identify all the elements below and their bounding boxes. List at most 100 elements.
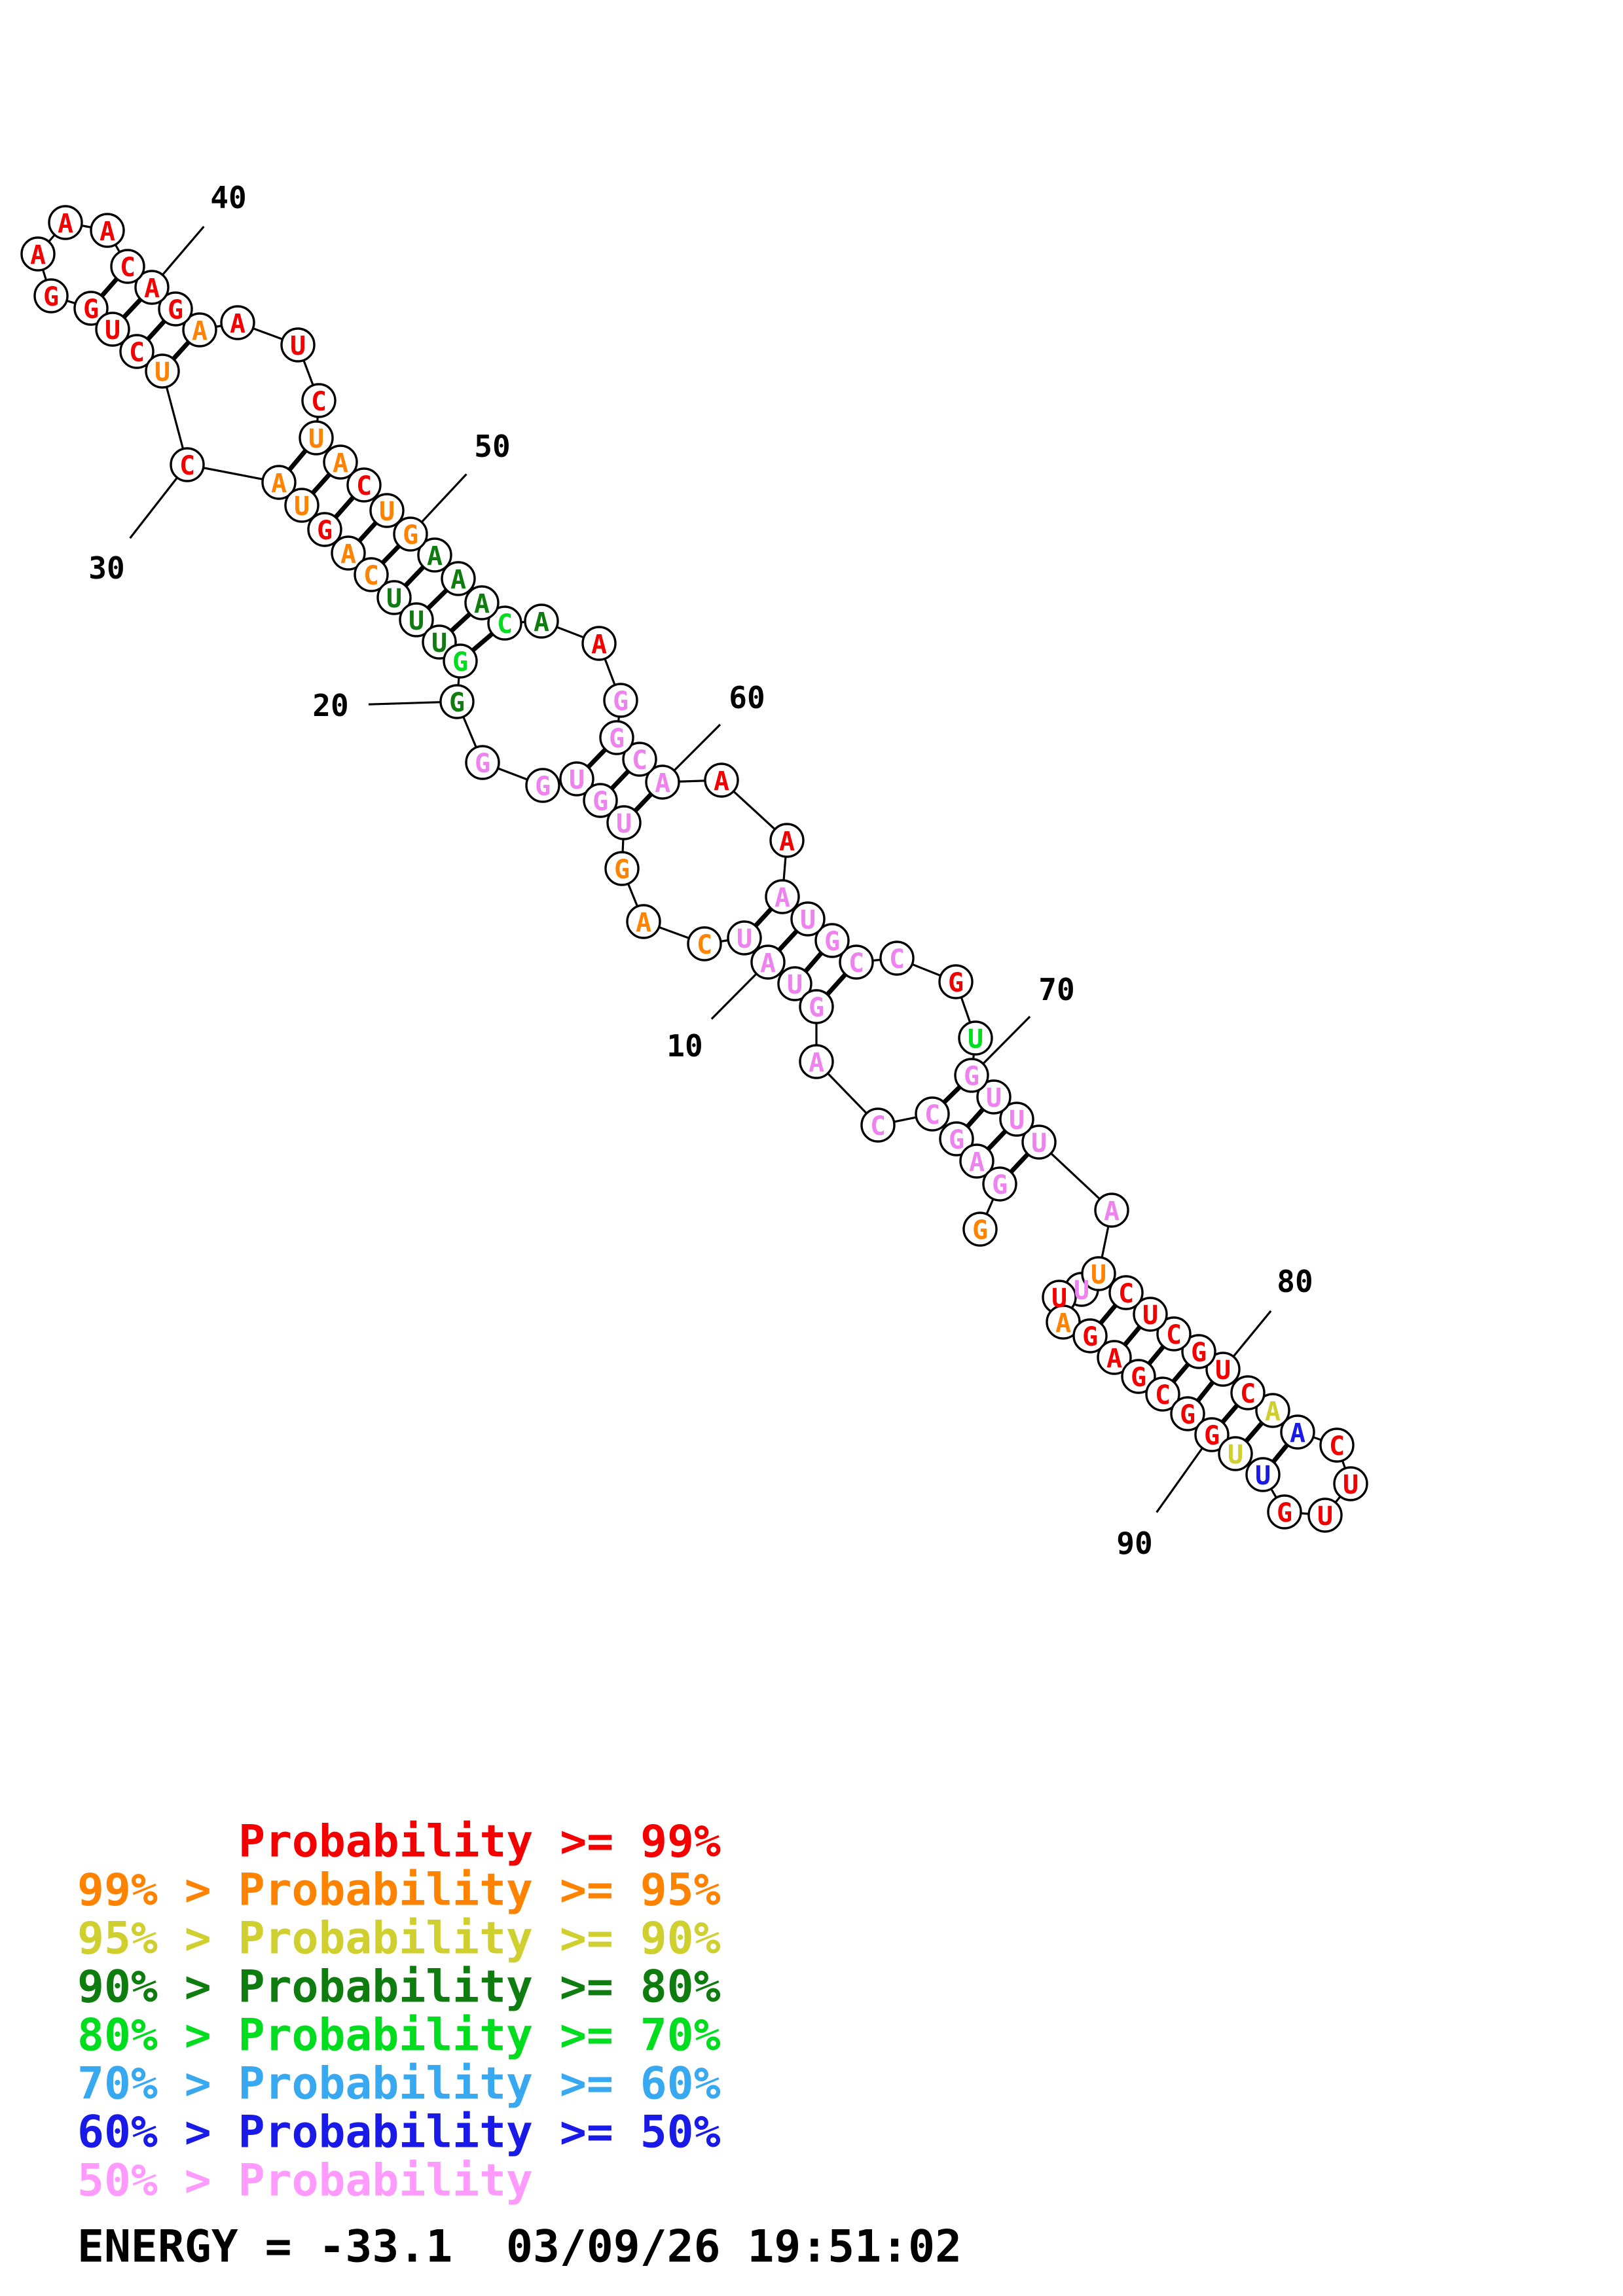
nucleotide-letter: U — [290, 331, 306, 361]
nucleotide-circle — [280, 327, 316, 363]
nucleotide-letter: A — [340, 539, 356, 569]
nucleotide-circle — [976, 1079, 1012, 1115]
nucleotide-letter: U — [1051, 1283, 1067, 1314]
legend-line: 60% > Probability >= 50% — [77, 2107, 721, 2159]
nucleotide-letter: A — [534, 607, 549, 637]
nucleotide-letter: G — [1191, 1338, 1207, 1368]
energy-status-line: ENERGY = -33.1 03/09/26 19:51:02 — [77, 2221, 962, 2273]
nucleotide-letter: C — [848, 948, 864, 978]
nucleotide-circle — [170, 447, 205, 482]
nucleotide-circle — [603, 683, 638, 718]
nucleotide-circle — [1245, 1457, 1281, 1492]
nucleotide-letter: U — [409, 606, 424, 636]
nucleotide-letter: G — [317, 516, 333, 546]
nucleotide-letter: G — [535, 772, 551, 802]
nucleotide-circle — [487, 605, 522, 641]
nucleotide-letter: C — [697, 930, 712, 960]
nucleotide-circle — [95, 312, 130, 347]
nucleotide-circle — [879, 941, 915, 976]
nucleotide-letter: G — [449, 688, 465, 718]
nucleotide-circle — [606, 805, 642, 840]
nucleotide-letter: U — [737, 924, 752, 954]
nucleotide-circle — [301, 383, 337, 418]
nucleotide-letter: U — [1031, 1128, 1047, 1158]
position-label: 50 — [474, 429, 510, 464]
nucleotide-circle — [814, 923, 850, 958]
nucleotide-circle — [959, 1143, 994, 1179]
nucleotide-letter: U — [569, 765, 585, 795]
nucleotide-letter: U — [1009, 1105, 1025, 1136]
position-label: 30 — [88, 550, 124, 586]
nucleotide-letter: A — [30, 240, 46, 270]
nucleotide-circle — [1181, 1334, 1216, 1369]
nucleotide-circle — [1072, 1318, 1108, 1354]
nucleotide-letter: G — [1277, 1498, 1292, 1528]
nucleotide-circle — [958, 1020, 993, 1056]
nucleotide-letter: U — [431, 628, 447, 658]
legend-line: 99% > Probability >= 95% — [77, 1865, 721, 1916]
nucleotide-circle — [524, 603, 559, 639]
nucleotide-letter: A — [1290, 1418, 1305, 1448]
nucleotide-letter: C — [1155, 1380, 1171, 1410]
nucleotide-letter: A — [969, 1147, 985, 1177]
nucleotide-circle — [1021, 1124, 1057, 1160]
position-tick-lines — [129, 226, 1272, 1513]
nucleotide-letter: G — [613, 687, 629, 717]
position-label: 70 — [1038, 972, 1074, 1007]
nucleotide-circle — [687, 926, 722, 961]
nucleotide-circle — [346, 467, 382, 503]
nucleotide-circle — [48, 205, 83, 240]
nucleotide-circle — [1218, 1436, 1253, 1471]
nucleotide-circle — [465, 745, 500, 780]
nucleotide-letter: G — [824, 927, 840, 957]
nucleotide-circle — [1097, 1340, 1132, 1375]
nucleotide-circle — [443, 643, 478, 679]
nucleotide-circle — [727, 920, 762, 956]
nucleotide-circle — [331, 535, 366, 571]
nucleotide-circle — [73, 291, 109, 326]
nucleotide-letter: U — [1074, 1276, 1089, 1306]
nucleotide-circle — [33, 278, 69, 314]
nucleotide-circle — [323, 444, 358, 480]
nucleotide-letter: U — [308, 424, 324, 454]
nucleotide-letter: C — [632, 745, 647, 776]
nucleotide-letter: U — [986, 1083, 1002, 1113]
nucleotide-letter: C — [889, 944, 905, 975]
nucleotide-circle — [1081, 1256, 1116, 1291]
legend-line: 70% > Probability >= 60% — [77, 2058, 721, 2110]
nucleotide-circle — [1255, 1393, 1290, 1428]
nucleotide-letter: U — [1091, 1260, 1106, 1290]
nucleotide-circle — [1194, 1417, 1230, 1452]
nucleotide-letter: G — [948, 968, 964, 998]
nucleotide-letter: G — [1082, 1322, 1098, 1352]
nucleotide-letter: U — [105, 315, 120, 346]
nucleotide-letter: G — [403, 520, 418, 550]
nucleotide-letter: C — [1240, 1379, 1256, 1409]
position-label: 10 — [666, 1028, 702, 1064]
nucleotide-letter: U — [379, 497, 395, 527]
position-label: 80 — [1277, 1264, 1313, 1299]
nucleotide-circle — [182, 312, 217, 348]
nucleotide-circle — [1156, 1316, 1192, 1352]
nucleotide-circle — [583, 783, 618, 818]
legend-line: 50% > Probability — [77, 2155, 533, 2207]
nucleotide-letter: U — [386, 584, 402, 614]
nucleotide-letter: U — [800, 905, 816, 935]
nucleotide-circle — [1145, 1376, 1180, 1412]
nucleotide-letter: A — [636, 908, 651, 938]
nucleotide-circle — [799, 1044, 834, 1079]
nucleotide-circle — [110, 249, 145, 284]
nucleotide-letter: C — [120, 253, 136, 283]
nucleotide-circle — [559, 761, 594, 797]
nucleotide-circle — [777, 966, 812, 1001]
nucleotide-letter: G — [1131, 1363, 1146, 1393]
nucleotide-circle — [1094, 1193, 1129, 1228]
nucleotide-letter: A — [474, 589, 490, 619]
nucleotide-circle — [999, 1102, 1034, 1137]
nucleotide-letter: C — [1166, 1320, 1182, 1350]
nucleotide-circle — [376, 580, 412, 615]
nucleotide-letter: U — [1255, 1461, 1271, 1491]
